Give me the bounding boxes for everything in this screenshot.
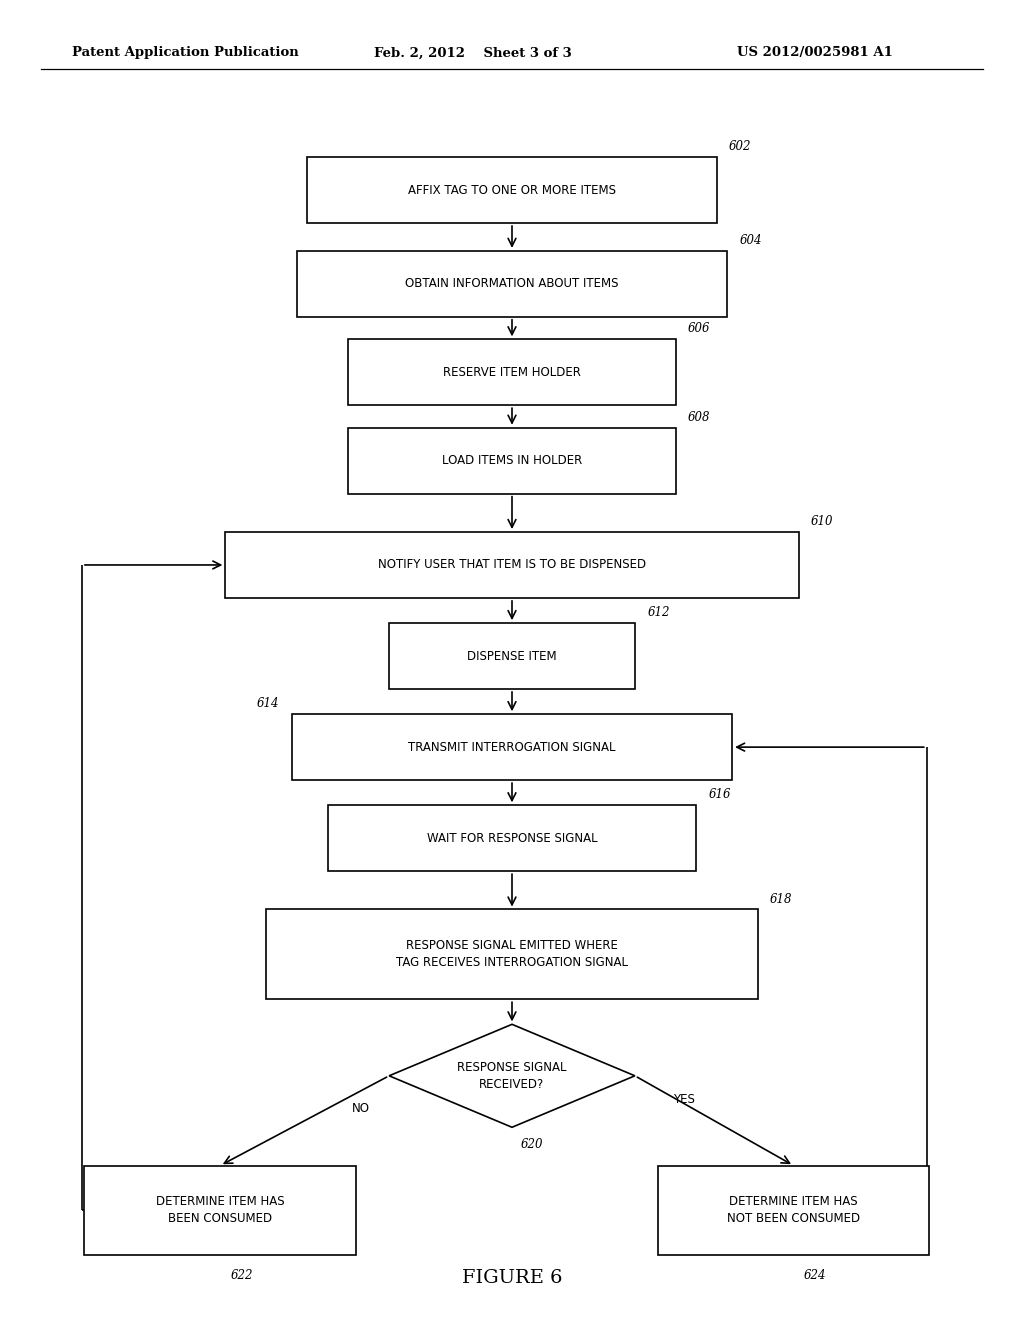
Text: 622: 622	[230, 1269, 253, 1282]
Text: RESPONSE SIGNAL EMITTED WHERE
TAG RECEIVES INTERROGATION SIGNAL: RESPONSE SIGNAL EMITTED WHERE TAG RECEIV…	[396, 940, 628, 969]
Text: TRANSMIT INTERROGATION SIGNAL: TRANSMIT INTERROGATION SIGNAL	[409, 741, 615, 754]
Text: DETERMINE ITEM HAS
BEEN CONSUMED: DETERMINE ITEM HAS BEEN CONSUMED	[156, 1196, 285, 1225]
FancyBboxPatch shape	[307, 157, 717, 223]
Text: DETERMINE ITEM HAS
NOT BEEN CONSUMED: DETERMINE ITEM HAS NOT BEEN CONSUMED	[727, 1196, 860, 1225]
Text: 606: 606	[688, 322, 711, 335]
Text: LOAD ITEMS IN HOLDER: LOAD ITEMS IN HOLDER	[442, 454, 582, 467]
Text: NOTIFY USER THAT ITEM IS TO BE DISPENSED: NOTIFY USER THAT ITEM IS TO BE DISPENSED	[378, 558, 646, 572]
FancyBboxPatch shape	[84, 1166, 356, 1255]
Text: RESERVE ITEM HOLDER: RESERVE ITEM HOLDER	[443, 366, 581, 379]
Text: 618: 618	[770, 892, 793, 906]
FancyBboxPatch shape	[389, 623, 635, 689]
FancyBboxPatch shape	[292, 714, 732, 780]
Text: YES: YES	[673, 1093, 695, 1106]
Text: 610: 610	[811, 515, 834, 528]
Text: Feb. 2, 2012    Sheet 3 of 3: Feb. 2, 2012 Sheet 3 of 3	[374, 46, 571, 59]
FancyBboxPatch shape	[328, 805, 696, 871]
Text: Patent Application Publication: Patent Application Publication	[72, 46, 298, 59]
FancyBboxPatch shape	[297, 251, 727, 317]
Text: US 2012/0025981 A1: US 2012/0025981 A1	[737, 46, 893, 59]
Text: 608: 608	[688, 411, 711, 424]
Text: OBTAIN INFORMATION ABOUT ITEMS: OBTAIN INFORMATION ABOUT ITEMS	[406, 277, 618, 290]
FancyBboxPatch shape	[348, 339, 676, 405]
FancyBboxPatch shape	[348, 428, 676, 494]
Text: DISPENSE ITEM: DISPENSE ITEM	[467, 649, 557, 663]
Text: FIGURE 6: FIGURE 6	[462, 1269, 562, 1287]
Text: 602: 602	[729, 140, 752, 153]
Text: WAIT FOR RESPONSE SIGNAL: WAIT FOR RESPONSE SIGNAL	[427, 832, 597, 845]
Text: 612: 612	[647, 606, 670, 619]
Text: RESPONSE SIGNAL
RECEIVED?: RESPONSE SIGNAL RECEIVED?	[458, 1061, 566, 1090]
Text: NO: NO	[351, 1102, 370, 1115]
FancyBboxPatch shape	[266, 909, 758, 999]
Text: 620: 620	[520, 1138, 543, 1151]
Text: AFFIX TAG TO ONE OR MORE ITEMS: AFFIX TAG TO ONE OR MORE ITEMS	[408, 183, 616, 197]
FancyBboxPatch shape	[225, 532, 799, 598]
Polygon shape	[389, 1024, 635, 1127]
Text: 614: 614	[257, 697, 280, 710]
Text: 624: 624	[804, 1269, 826, 1282]
FancyBboxPatch shape	[658, 1166, 930, 1255]
Text: 604: 604	[739, 234, 762, 247]
Text: 616: 616	[709, 788, 731, 801]
